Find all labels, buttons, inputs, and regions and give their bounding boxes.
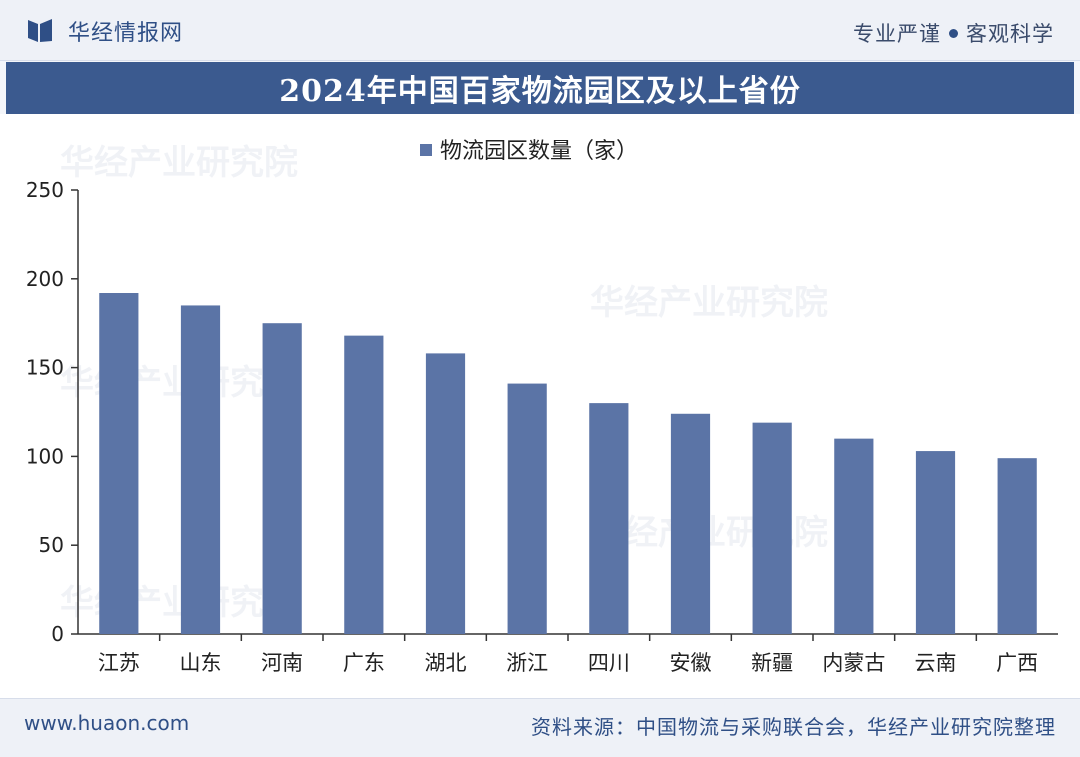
bar [262,323,302,634]
x-tick-label: 四川 [588,651,630,675]
x-tick-labels: 江苏 山东 河南 广东 湖北 浙江 四川 安徽 新疆 内蒙古 云南 广西 [98,651,1038,675]
chart-title: 2024年中国百家物流园区及以上省份 [279,74,801,109]
watermark-text: 华经产业研究院 [60,363,298,403]
bar [425,353,466,634]
x-tick-label: 内蒙古 [822,651,885,675]
bar [915,451,956,634]
y-tick-label: 200 [26,267,64,291]
slogan-left: 专业严谨 [853,22,941,46]
watermark-text: 华经产业研究院 [590,283,828,323]
bar [752,422,792,634]
bars [99,293,1037,634]
x-tick-label: 湖北 [425,651,467,675]
brand: 华经情报网 [26,14,183,48]
x-tick-label: 河南 [261,651,303,675]
y-tick-label: 150 [26,356,64,380]
slogan: 专业严谨 客观科学 [853,18,1054,48]
x-tick-label: 山东 [180,651,222,675]
y-tick-label: 50 [39,533,64,557]
watermark-text: 华经产业研究院 [60,143,298,183]
bar [834,438,874,634]
huajing-logo-icon [28,19,52,42]
bar [180,305,221,634]
legend: 物流园区数量（家） [420,139,638,164]
x-tick-label: 江苏 [98,651,140,675]
x-tick-label: 安徽 [670,651,712,675]
y-tick-label: 0 [51,622,64,646]
y-tick-label: 250 [26,178,64,202]
x-tick-label: 云南 [915,651,957,675]
axes: 0 50 100 150 200 250 [26,178,1058,646]
footer: www.huaon.com 资料来源：中国物流与采购联合会，华经产业研究院整理 [0,698,1080,757]
x-tick-label: 广东 [343,651,385,675]
y-tick-label: 100 [26,444,64,468]
legend-label: 物流园区数量（家） [440,139,638,164]
x-tick-label: 浙江 [506,651,548,675]
top-bar: 华经情报网 专业严谨 客观科学 [0,0,1080,61]
watermark-text: 华经产业研究院 [60,583,298,623]
legend-swatch [420,144,432,156]
slogan-right: 客观科学 [966,22,1054,46]
bar [344,335,384,634]
x-tick-label: 广西 [996,651,1038,675]
brand-name: 华经情报网 [68,21,184,46]
site-url: www.huaon.com [24,711,190,735]
bar [99,293,139,634]
title-band: 2024年中国百家物流园区及以上省份 [6,62,1074,114]
bullet-dot-icon [949,28,958,38]
x-tick-label: 新疆 [751,651,793,675]
source-note: 资料来源：中国物流与采购联合会，华经产业研究院整理 [531,715,1056,739]
chart-area: 华经产业研究院华经产业研究院华经产业研究院华经产业研究院华经产业研究院 物流园区… [0,114,1080,698]
bar [670,413,711,634]
bar [997,458,1037,634]
bar-chart: 华经产业研究院华经产业研究院华经产业研究院华经产业研究院华经产业研究院 物流园区… [26,139,1058,675]
bar [507,383,547,634]
bar [589,403,629,634]
